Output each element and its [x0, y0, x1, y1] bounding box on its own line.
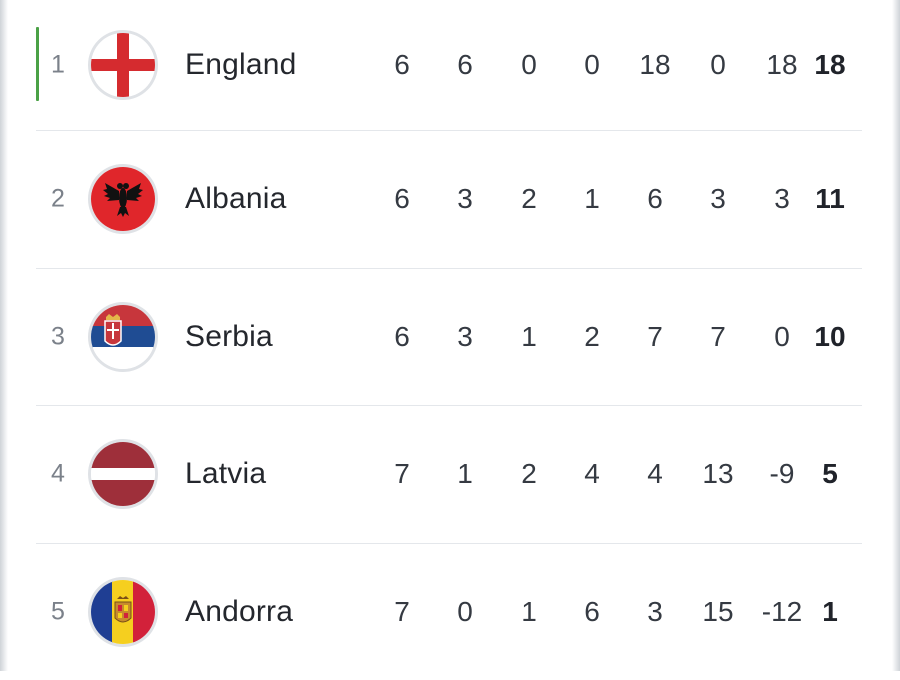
- drawn: 1: [499, 321, 559, 353]
- serbia-flag-icon: [91, 305, 155, 369]
- won: 1: [435, 458, 495, 490]
- points: 10: [807, 321, 853, 353]
- position: 5: [44, 597, 72, 626]
- position: 2: [44, 185, 72, 214]
- played: 7: [372, 458, 432, 490]
- goal-difference: 18: [752, 49, 812, 81]
- goal-difference: 0: [752, 321, 812, 353]
- lost: 4: [562, 458, 622, 490]
- england-flag-icon: [91, 33, 155, 97]
- latvia-flag-icon: [91, 442, 155, 506]
- goal-difference: -12: [752, 596, 812, 628]
- standings-table: 1 England 6 6 0 0 18 0 18 18 2: [36, 0, 862, 680]
- goal-difference: -9: [752, 458, 812, 490]
- goals-against: 3: [688, 183, 748, 215]
- albania-flag-icon: [91, 167, 155, 231]
- won: 0: [435, 596, 495, 628]
- won: 3: [435, 321, 495, 353]
- lost: 0: [562, 49, 622, 81]
- table-row-england[interactable]: 1 England 6 6 0 0 18 0 18 18: [36, 0, 862, 131]
- left-edge-shadow: [0, 0, 8, 671]
- drawn: 0: [499, 49, 559, 81]
- goals-against: 13: [688, 458, 748, 490]
- goals-for: 3: [625, 596, 685, 628]
- team-name[interactable]: England: [185, 48, 297, 82]
- goal-difference: 3: [752, 183, 812, 215]
- drawn: 2: [499, 458, 559, 490]
- team-name[interactable]: Andorra: [185, 595, 293, 629]
- goals-against: 15: [688, 596, 748, 628]
- goals-for: 7: [625, 321, 685, 353]
- points: 11: [807, 183, 853, 215]
- table-row-albania[interactable]: 2 Albania 6 3 2 1 6: [36, 131, 862, 269]
- points: 18: [807, 49, 853, 81]
- table-row-latvia[interactable]: 4 Latvia 7 1 2 4 4 13 -9 5: [36, 406, 862, 544]
- table-row-andorra[interactable]: 5 Andorra 7 0 1 6 3 15: [36, 544, 862, 680]
- goals-against: 7: [688, 321, 748, 353]
- goals-for: 4: [625, 458, 685, 490]
- drawn: 1: [499, 596, 559, 628]
- goals-for: 18: [625, 49, 685, 81]
- right-edge-shadow: [892, 0, 900, 671]
- played: 6: [372, 49, 432, 81]
- points: 1: [807, 596, 853, 628]
- lost: 2: [562, 321, 622, 353]
- team-name[interactable]: Albania: [185, 182, 286, 216]
- position: 4: [44, 460, 72, 489]
- position: 3: [44, 322, 72, 351]
- position: 1: [44, 51, 72, 80]
- team-name[interactable]: Latvia: [185, 457, 266, 491]
- played: 6: [372, 183, 432, 215]
- qualification-indicator: [36, 27, 39, 101]
- goals-against: 0: [688, 49, 748, 81]
- andorra-flag-icon: [91, 580, 155, 644]
- won: 6: [435, 49, 495, 81]
- lost: 6: [562, 596, 622, 628]
- played: 6: [372, 321, 432, 353]
- table-row-serbia[interactable]: 3 Serbia 6 3 1 2 7 7 0 10: [36, 269, 862, 407]
- points: 5: [807, 458, 853, 490]
- won: 3: [435, 183, 495, 215]
- goals-for: 6: [625, 183, 685, 215]
- drawn: 2: [499, 183, 559, 215]
- lost: 1: [562, 183, 622, 215]
- played: 7: [372, 596, 432, 628]
- team-name[interactable]: Serbia: [185, 320, 273, 354]
